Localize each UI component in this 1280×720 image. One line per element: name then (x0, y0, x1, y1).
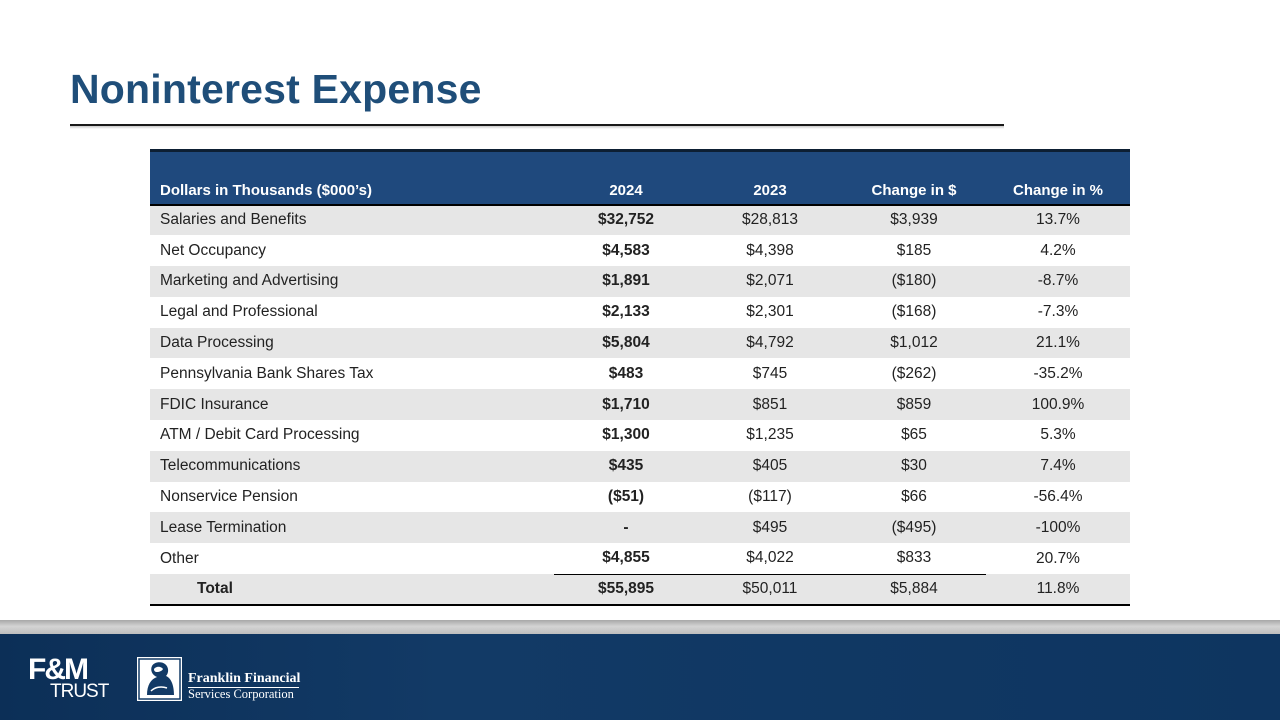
change-percent: 21.1% (1036, 334, 1080, 352)
table-row: Data Processing $5,804 $4,792 $1,012 21.1% (150, 327, 1130, 359)
change-dollars: ($262) (891, 364, 937, 382)
total-change-percent: 11.8% (986, 574, 1130, 606)
value-2023: $405 (752, 457, 788, 475)
change-dollars: $833 (896, 549, 932, 567)
row-label: Lease Termination (160, 518, 287, 536)
ffsc-line2: Services Corporation (188, 687, 294, 701)
fm-logo-trust: TRUST (50, 681, 109, 702)
row-label: FDIC Insurance (160, 395, 269, 413)
value-2024: $4,583 (602, 241, 650, 259)
table-row: Marketing and Advertising $1,891 $2,071 ($1… (150, 266, 1130, 297)
total-change-dollars: $5,884 (842, 573, 986, 606)
table-row: FDIC Insurance $1,710 $851 $859 100.9% (150, 389, 1130, 421)
change-percent: 13.7% (1036, 211, 1080, 229)
value-2024: $32,752 (597, 211, 655, 229)
table-row: ATM / Debit Card Processing $1,300 $1,235 $… (150, 420, 1130, 451)
footer-bar (0, 634, 1280, 720)
table-row: Other $4,855 $4,022 $833 20.7% (150, 543, 1130, 574)
total-value-2023: $50,011 (698, 573, 842, 606)
change-dollars: $65 (901, 426, 927, 444)
fm-logo-mark: F&M (28, 653, 89, 686)
value-2023: $2,301 (746, 303, 794, 321)
row-label: Salaries and Benefits (160, 211, 307, 229)
change-percent: -35.2% (1033, 364, 1083, 382)
change-dollars: $185 (896, 241, 932, 259)
table-row: Legal and Professional $2,133 $2,301 ($168)… (150, 297, 1130, 328)
expense-table-body: Salaries and Benefits $32,752 $28,813 $3,93… (150, 204, 1130, 606)
page-title: Noninterest Expense (70, 66, 482, 112)
change-percent: -8.7% (1037, 272, 1079, 290)
change-dollars: ($168) (891, 303, 937, 321)
change-percent: -7.3% (1037, 303, 1079, 321)
value-2023: $851 (752, 395, 788, 413)
header-description: Dollars in Thousands ($000’s) (150, 149, 554, 206)
change-percent: 20.7% (1036, 549, 1080, 567)
value-2023: $745 (752, 364, 788, 382)
change-dollars: $30 (901, 457, 927, 475)
value-2024: - (623, 518, 629, 536)
table-row: Nonservice Pension ($51) ($117) $66 -56.4% (150, 482, 1130, 513)
fm-trust-logo: F&M TRUST (28, 653, 110, 703)
value-2023: $4,022 (746, 549, 794, 567)
change-dollars: $859 (896, 395, 932, 413)
value-2024: $2,133 (602, 303, 650, 321)
change-percent: -100% (1035, 518, 1081, 536)
row-label: Nonservice Pension (160, 488, 298, 506)
change-dollars: $1,012 (890, 334, 938, 352)
table-row: Pennsylvania Bank Shares Tax $483 $745 ($26… (150, 358, 1130, 389)
value-2024: $435 (608, 457, 644, 475)
change-dollars: $66 (901, 488, 927, 506)
total-row-label: Total (150, 574, 554, 606)
row-label: Pennsylvania Bank Shares Tax (160, 364, 374, 382)
value-2023: $4,398 (746, 241, 794, 259)
value-2024: $1,710 (602, 395, 650, 413)
value-2023: $2,071 (746, 272, 794, 290)
row-label: Telecommunications (160, 457, 301, 475)
value-2024: $1,300 (602, 426, 650, 444)
header-2024: 2024 (554, 149, 698, 206)
row-label: Net Occupancy (160, 241, 266, 259)
change-percent: 4.2% (1040, 241, 1076, 259)
value-2024: $4,855 (602, 549, 650, 567)
header-2023: 2023 (698, 149, 842, 206)
table-row: Net Occupancy $4,583 $4,398 $185 4.2% (150, 235, 1130, 266)
value-2024: $483 (608, 364, 644, 382)
value-2023: $4,792 (746, 334, 794, 352)
change-percent: 100.9% (1031, 395, 1085, 413)
title-divider-shadow (70, 126, 1004, 129)
ffsc-line1: Franklin Financial (188, 671, 301, 686)
value-2023: $28,813 (741, 211, 799, 229)
table-row: Lease Termination - $495 ($495) -100% (150, 512, 1130, 544)
value-2024: ($51) (607, 488, 645, 506)
row-label: Data Processing (160, 334, 274, 352)
footer-divider-band (0, 620, 1280, 634)
table-total-row: Total $55,895 $50,011 $5,884 11.8% (150, 573, 1130, 606)
ffsc-logo-text: Franklin Financial Services Corporation (188, 671, 300, 702)
expense-table: Dollars in Thousands ($000’s) 2024 2023 … (150, 149, 1130, 606)
change-dollars: $3,939 (890, 211, 938, 229)
change-percent: 5.3% (1040, 426, 1076, 444)
table-header-row: Dollars in Thousands ($000’s) 2024 2023 … (150, 149, 1130, 206)
change-dollars: ($180) (891, 272, 937, 290)
ffsc-logo-rule (188, 687, 299, 688)
header-change-dollars: Change in $ (842, 149, 986, 206)
row-label: Other (160, 549, 199, 567)
change-dollars: ($495) (891, 518, 937, 536)
row-label: Legal and Professional (160, 303, 318, 321)
change-percent: 7.4% (1040, 457, 1076, 475)
ffsc-portrait-icon (137, 657, 182, 701)
value-2024: $1,891 (602, 272, 650, 290)
row-label: Marketing and Advertising (160, 272, 339, 290)
value-2023: ($117) (748, 488, 792, 506)
change-percent: -56.4% (1033, 488, 1083, 506)
value-2024: $5,804 (602, 334, 650, 352)
row-label: ATM / Debit Card Processing (160, 426, 360, 444)
header-change-percent: Change in % (986, 149, 1130, 206)
total-value-2024: $55,895 (554, 573, 698, 606)
table-row: Salaries and Benefits $32,752 $28,813 $3,93… (150, 204, 1130, 236)
value-2023: $495 (752, 518, 788, 536)
value-2023: $1,235 (746, 426, 794, 444)
table-row: Telecommunications $435 $405 $30 7.4% (150, 450, 1130, 482)
title-divider (70, 124, 1004, 126)
